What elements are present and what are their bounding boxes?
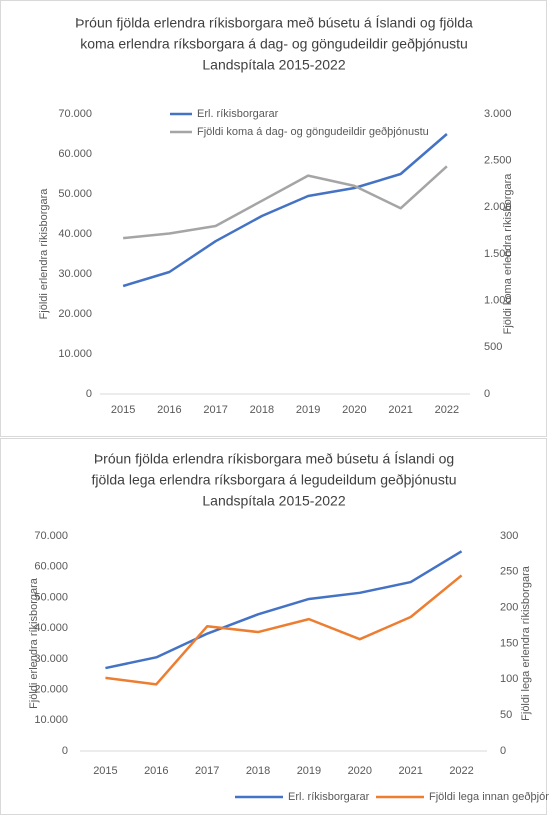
y-tick-label: 20.000 [58,308,92,320]
y-tick-label: 0 [86,388,92,400]
y-tick-label: 60.000 [58,148,92,160]
y-axis-label: Fjöldi erlendra ríkisborgara [38,188,50,320]
x-tick-label: 2016 [157,404,181,416]
chart-frame [0,0,547,437]
x-tick-label: 2015 [93,765,117,777]
y-tick-label: 70.000 [34,530,68,542]
chart-title: fjölda lega erlendra ríksborgara á legud… [91,472,456,488]
chart-title: Landspítala 2015-2022 [202,57,345,73]
y2-tick-label: 100 [500,673,518,685]
y2-tick-label: 500 [484,341,502,353]
legend-label: Fjöldi koma á dag- og göngudeildir geðþj… [197,126,429,138]
y-tick-label: 0 [62,745,68,757]
y-tick-label: 20.000 [34,683,68,695]
y-tick-label: 40.000 [34,622,68,634]
x-tick-label: 2016 [144,765,168,777]
y-tick-label: 10.000 [34,714,68,726]
y2-axis-label: Fjöldi lega erlendra ríkisborgara [520,565,532,721]
series-line [105,550,463,670]
series-line [122,133,448,288]
y2-tick-label: 1.000 [484,295,512,307]
legend-label: Fjöldi lega innan geðþjónustu [429,791,549,803]
y2-tick-label: 0 [484,388,490,400]
x-tick-label: 2020 [342,404,366,416]
legend-label: Erl. ríkisborgarar [288,791,370,803]
y2-tick-label: 150 [500,637,518,649]
y-tick-label: 70.000 [58,108,92,120]
y2-tick-label: 1.500 [484,248,512,260]
chart-title: Þróun fjölda erlendra ríkisborgara með b… [94,451,454,467]
series-line [122,165,448,240]
chart-title: koma erlendra ríksborgara á dag- og göng… [80,36,468,52]
x-tick-label: 2021 [388,404,412,416]
x-tick-label: 2021 [398,765,422,777]
x-tick-label: 2017 [203,404,227,416]
y-tick-label: 60.000 [34,561,68,573]
chart-frame [0,438,547,815]
x-tick-label: 2020 [348,765,372,777]
y-tick-label: 30.000 [34,653,68,665]
y2-tick-label: 2.500 [484,155,512,167]
legend-label: Erl. ríkisborgarar [197,108,279,120]
y-tick-label: 50.000 [34,591,68,603]
y2-tick-label: 300 [500,530,518,542]
y2-axis-label: Fjöldi koma erlendra ríkisborgara [502,173,514,335]
y2-tick-label: 0 [500,745,506,757]
y-tick-label: 30.000 [58,268,92,280]
x-tick-label: 2018 [246,765,270,777]
x-tick-label: 2022 [449,765,473,777]
x-tick-label: 2015 [111,404,135,416]
y2-tick-label: 2.000 [484,201,512,213]
y-tick-label: 10.000 [58,348,92,360]
y2-tick-label: 3.000 [484,108,512,120]
x-tick-label: 2022 [435,404,459,416]
y2-tick-label: 250 [500,566,518,578]
y-tick-label: 50.000 [58,188,92,200]
y-axis-label: Fjöldi erlendra ríkisborgara [28,577,40,709]
x-tick-label: 2017 [195,765,219,777]
chart-title: Landspítala 2015-2022 [202,493,345,509]
y2-tick-label: 200 [500,602,518,614]
y2-tick-label: 50 [500,709,512,721]
x-tick-label: 2019 [297,765,321,777]
series-line [105,574,463,686]
chart-title: Þróun fjölda erlendra ríkisborgara með b… [75,15,473,31]
x-tick-label: 2018 [250,404,274,416]
y-tick-label: 40.000 [58,228,92,240]
x-tick-label: 2019 [296,404,320,416]
